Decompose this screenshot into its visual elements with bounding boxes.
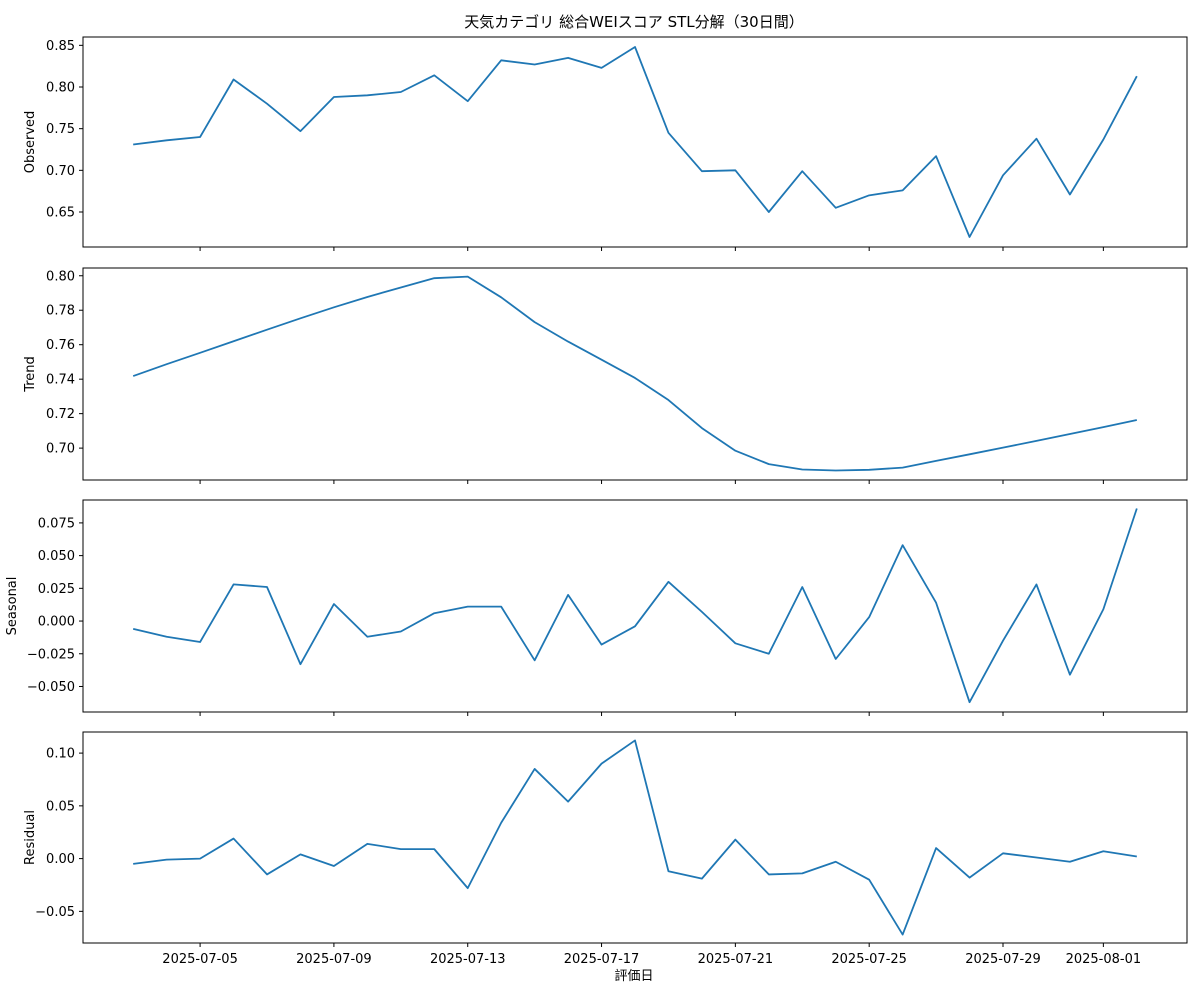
y-tick-label: 0.70 xyxy=(46,164,75,179)
axes-frame xyxy=(82,731,1188,944)
panel-observed: 0.65 0.70 0.75 0.80 0.85 Observed xyxy=(23,36,1188,251)
x-tick-label: 2025-07-29 xyxy=(965,952,1041,967)
axes-frame xyxy=(82,36,1188,248)
series-line-trend xyxy=(132,275,1138,472)
x-tick-label: 2025-08-01 xyxy=(1066,952,1142,967)
panel-residual: −0.05 0.00 0.05 0.10 2025-07-05 2025-07-09 202… xyxy=(23,731,1188,967)
series-line-seasonal xyxy=(132,508,1138,704)
y-tick-label: −0.050 xyxy=(27,680,75,695)
y-axis-title: Residual xyxy=(23,810,38,865)
y-axis-title: Observed xyxy=(23,111,38,174)
y-tick-label: 0.78 xyxy=(46,304,75,319)
y-tick-label: 0.80 xyxy=(46,81,75,96)
axes-frame xyxy=(82,267,1188,481)
y-tick-label: 0.85 xyxy=(46,39,75,54)
y-tick-label: −0.05 xyxy=(35,905,75,920)
y-tick-label: 0.025 xyxy=(38,582,75,597)
y-tick-label: 0.000 xyxy=(38,615,75,630)
y-tick-label: 0.05 xyxy=(46,799,75,814)
series-line-observed xyxy=(133,46,1138,238)
y-tick-label: 0.75 xyxy=(46,122,75,137)
x-tick-label: 2025-07-13 xyxy=(430,952,506,967)
y-tick-label: 0.10 xyxy=(46,747,75,762)
y-tick-label: −0.025 xyxy=(27,647,75,662)
y-tick-label: 0.74 xyxy=(46,373,75,388)
y-axis-title: Trend xyxy=(23,356,38,393)
x-tick-label: 2025-07-17 xyxy=(564,952,640,967)
x-axis-title: 評価日 xyxy=(614,969,653,984)
series-line-residual xyxy=(133,739,1137,936)
axes-frame xyxy=(82,499,1188,713)
x-tick-label: 2025-07-25 xyxy=(831,952,907,967)
panel-seasonal: −0.050 −0.025 0.000 0.025 0.050 0.075 Seasonal xyxy=(5,499,1188,716)
y-tick-label: 0.050 xyxy=(38,549,75,564)
y-axis-title: Seasonal xyxy=(5,577,20,636)
y-tick-label: 0.76 xyxy=(46,338,75,353)
y-tick-label: 0.65 xyxy=(46,206,75,221)
y-tick-label: 0.70 xyxy=(46,442,75,457)
x-tick-label: 2025-07-09 xyxy=(296,952,372,967)
y-tick-label: 0.80 xyxy=(46,269,75,284)
x-tick-label: 2025-07-05 xyxy=(162,952,238,967)
panel-trend: 0.70 0.72 0.74 0.76 0.78 0.80 Trend xyxy=(23,267,1188,484)
chart-title: 天気カテゴリ 総合WEIスコア STL分解（30日間） xyxy=(464,13,803,31)
y-tick-label: 0.00 xyxy=(46,852,75,867)
y-tick-label: 0.075 xyxy=(38,516,75,531)
y-tick-label: 0.72 xyxy=(46,407,75,422)
x-tick-label: 2025-07-21 xyxy=(698,952,774,967)
